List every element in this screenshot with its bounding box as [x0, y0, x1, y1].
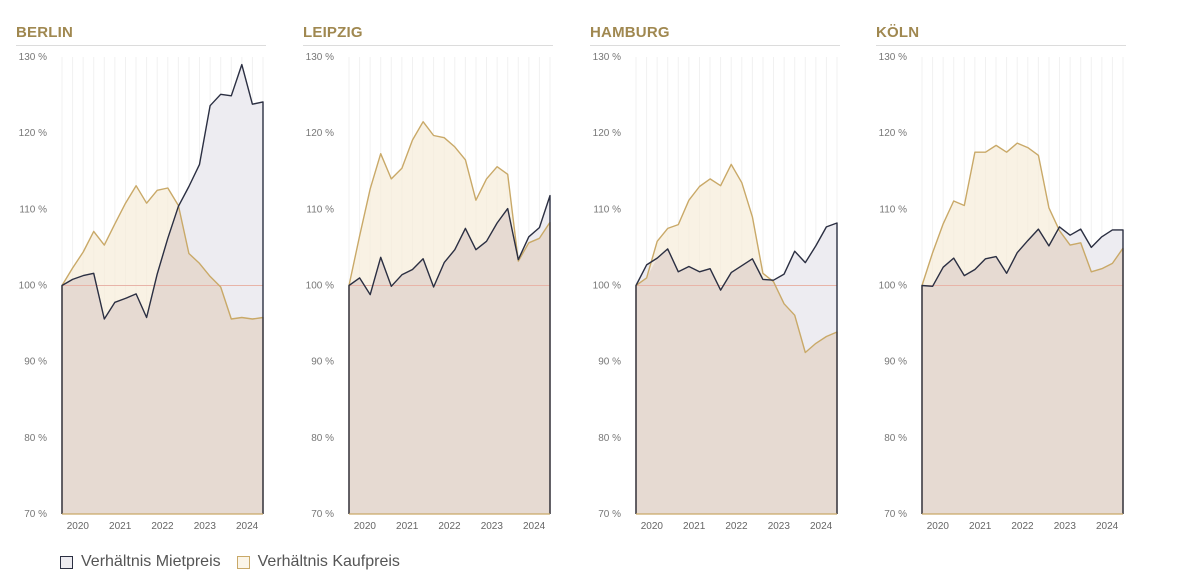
y-tick-label: 80 % [598, 433, 621, 444]
x-tick-label: 2021 [396, 521, 419, 532]
legend-swatch-kaufpreis [236, 555, 250, 569]
line-kaufpreis [635, 163, 838, 514]
x-tick-label: 2021 [109, 521, 132, 532]
chart-svg-leipzig: 70 % 80 % 90 % 100 % 110 % 120 % 130 % 2020 2021… [306, 52, 551, 532]
y-tick-label: 110 % [306, 204, 334, 215]
legend-label-kaufpreis: Verhältnis Kaufpreis [257, 553, 400, 570]
y-tick-label: 100 % [879, 281, 907, 292]
area-overlap [349, 208, 550, 514]
y-tick-label: 130 % [879, 52, 907, 63]
x-tick-label: 2023 [194, 521, 217, 532]
x-tick-label: 2020 [641, 521, 664, 532]
y-tick-label: 70 % [598, 509, 621, 520]
x-tick-label: 2020 [67, 521, 90, 532]
legend-item-kaufpreis: Verhältnis Kaufpreis [236, 553, 400, 571]
legend-item-mietpreis: Verhältnis Mietpreis [60, 553, 221, 571]
y-tick-label: 110 % [593, 204, 621, 215]
x-tick-label: 2021 [969, 521, 992, 532]
chart-svg-berlin: 70 % 80 % 90 % 100 % 110 % 120 % 130 % 2020 2021… [19, 52, 264, 532]
y-tick-label: 130 % [306, 52, 334, 63]
y-tick-label: 100 % [593, 281, 621, 292]
x-tick-label: 2020 [927, 521, 950, 532]
chart-panel-hamburg: 70 % 80 % 90 % 100 % 110 % 120 % 130 % 2020 2021… [574, 0, 864, 545]
chart-svg-kln: 70 % 80 % 90 % 100 % 110 % 120 % 130 % 2020 2021… [879, 52, 1124, 532]
chart-panel-kln: 70 % 80 % 90 % 100 % 110 % 120 % 130 % 2020 2021… [860, 0, 1150, 545]
y-tick-label: 80 % [24, 433, 47, 444]
legend-label-mietpreis: Verhältnis Mietpreis [81, 553, 221, 570]
line-kaufpreis [921, 142, 1124, 514]
line-mietpreis [635, 222, 838, 514]
y-tick-label: 100 % [306, 281, 334, 292]
chart-title: HAMBURG [590, 24, 840, 46]
x-tick-label: 2021 [683, 521, 706, 532]
chart-title: BERLIN [16, 24, 266, 46]
x-tick-label: 2024 [810, 521, 833, 532]
y-tick-label: 70 % [311, 509, 334, 520]
y-tick-label: 80 % [884, 433, 907, 444]
y-tick-label: 130 % [593, 52, 621, 63]
y-tick-label: 90 % [311, 357, 334, 368]
line-kaufpreis [348, 121, 551, 514]
line-kaufpreis [61, 185, 264, 514]
y-tick-label: 120 % [306, 128, 334, 139]
legend: Verhältnis Mietpreis Verhältnis Kaufprei… [60, 550, 416, 574]
y-tick-label: 70 % [24, 509, 47, 520]
x-tick-label: 2023 [1054, 521, 1077, 532]
x-tick-label: 2022 [1011, 521, 1034, 532]
x-tick-label: 2023 [768, 521, 791, 532]
x-tick-label: 2024 [236, 521, 259, 532]
area-overlap [62, 206, 263, 515]
y-tick-label: 70 % [884, 509, 907, 520]
y-tick-label: 120 % [593, 128, 621, 139]
y-tick-label: 120 % [879, 128, 907, 139]
y-tick-label: 110 % [879, 204, 907, 215]
y-tick-label: 80 % [311, 433, 334, 444]
x-tick-label: 2023 [481, 521, 504, 532]
x-tick-label: 2022 [438, 521, 461, 532]
line-mietpreis [61, 63, 264, 514]
chart-panel-leipzig: 70 % 80 % 90 % 100 % 110 % 120 % 130 % 2020 2021… [287, 0, 577, 545]
area-overlap [922, 229, 1123, 514]
y-tick-label: 110 % [19, 204, 47, 215]
chart-title: LEIPZIG [303, 24, 553, 46]
x-tick-label: 2022 [725, 521, 748, 532]
x-tick-label: 2024 [523, 521, 546, 532]
chart-svg-hamburg: 70 % 80 % 90 % 100 % 110 % 120 % 130 % 2020 2021… [593, 52, 838, 532]
y-tick-label: 130 % [19, 52, 47, 63]
y-tick-label: 90 % [598, 357, 621, 368]
y-tick-label: 90 % [884, 357, 907, 368]
y-tick-label: 90 % [24, 357, 47, 368]
y-tick-label: 100 % [19, 281, 47, 292]
chart-title: KÖLN [876, 24, 1126, 46]
y-tick-label: 120 % [19, 128, 47, 139]
chart-panel-berlin: 70 % 80 % 90 % 100 % 110 % 120 % 130 % 2020 2021… [0, 0, 290, 545]
x-tick-label: 2024 [1096, 521, 1119, 532]
line-mietpreis [921, 226, 1124, 514]
x-tick-label: 2020 [354, 521, 377, 532]
x-tick-label: 2022 [151, 521, 174, 532]
line-mietpreis [348, 194, 551, 514]
area-overlap [636, 248, 837, 514]
legend-swatch-mietpreis [60, 555, 73, 569]
